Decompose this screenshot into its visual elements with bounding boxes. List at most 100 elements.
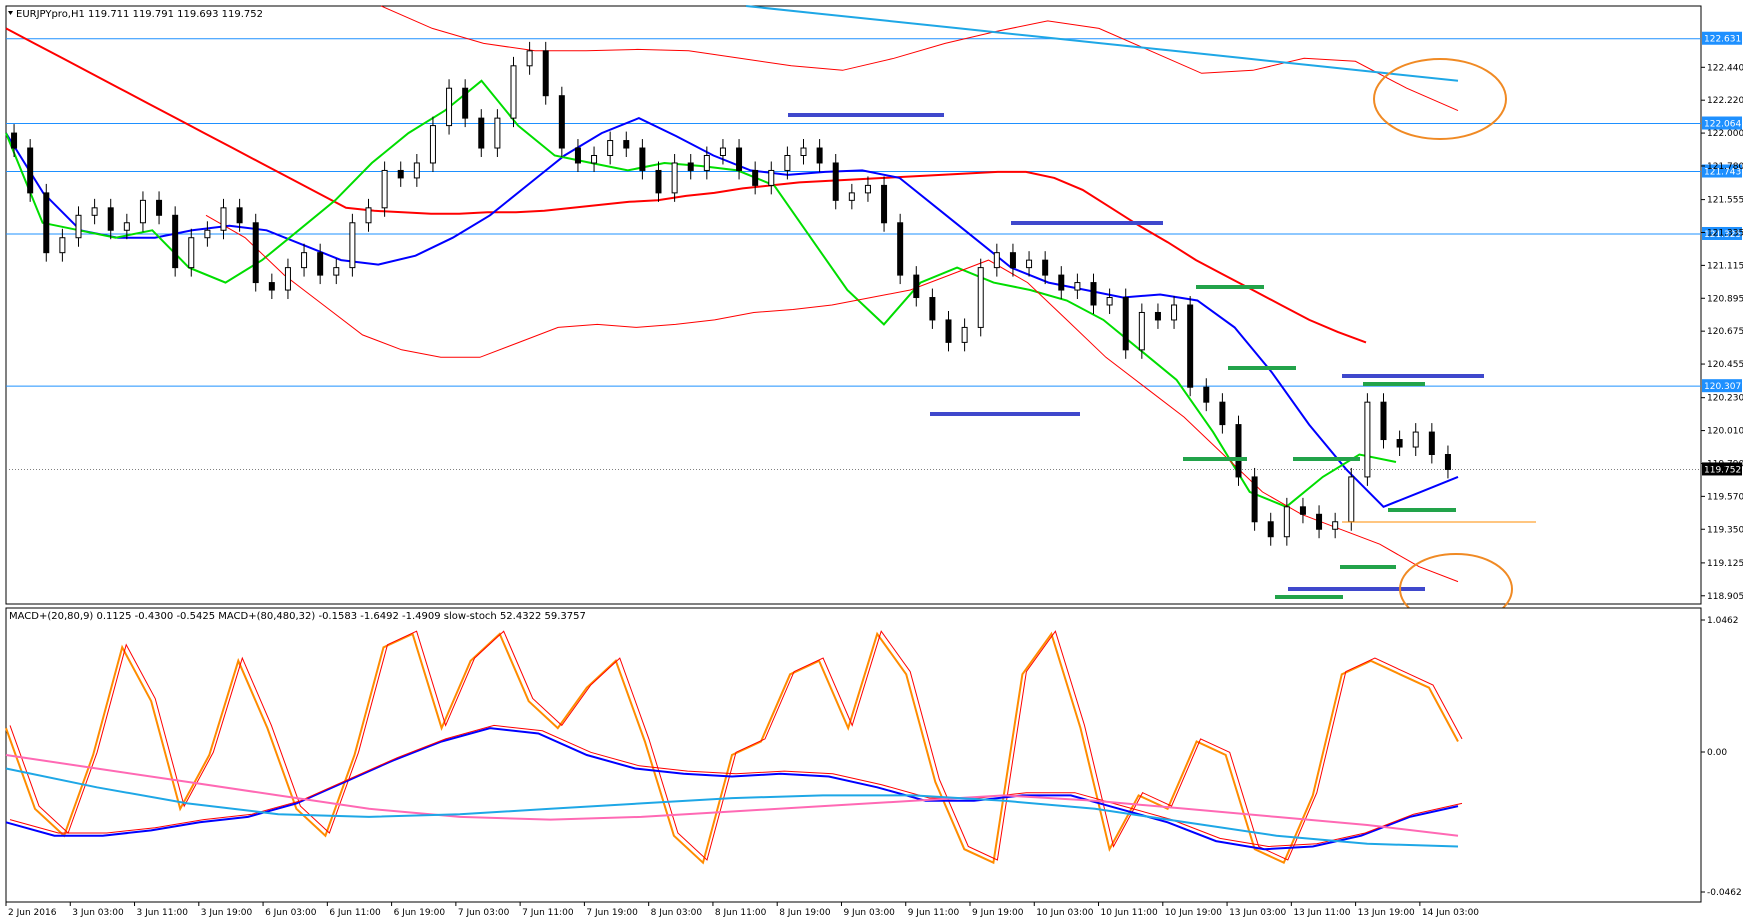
- candle: [75, 206, 82, 247]
- candle: [1219, 393, 1226, 434]
- price-axis: 122.440 122.220 122.000 121.780 121.555 121.3…: [1701, 63, 1743, 602]
- candle-body: [719, 147, 726, 156]
- time-tick-label: 13 Jun 19:00: [1358, 908, 1415, 918]
- candle-body: [429, 125, 436, 164]
- candle-body: [27, 147, 34, 194]
- level-label-bg-0: [1702, 31, 1742, 45]
- candle: [961, 318, 968, 352]
- indicator-line-0: [5, 631, 1459, 865]
- candle-body: [1138, 311, 1145, 351]
- candle: [11, 124, 18, 157]
- current-price-label: 119.752: [1704, 465, 1741, 475]
- candle: [913, 266, 920, 307]
- time-tick-label: 6 Jun 03:00: [265, 908, 317, 918]
- price-indicator-line-1: [5, 117, 1459, 508]
- price-tick-label: 120.675: [1707, 327, 1743, 337]
- candle: [719, 139, 726, 165]
- candle: [607, 131, 614, 165]
- candle-body: [333, 267, 340, 276]
- collapse-arrow-icon[interactable]: [8, 11, 13, 15]
- candle: [1299, 497, 1306, 524]
- candle: [1203, 378, 1210, 412]
- candle-body: [848, 192, 855, 201]
- candle-body: [59, 237, 66, 254]
- price-tick-label: 119.125: [1707, 559, 1743, 569]
- candle-body: [268, 282, 275, 291]
- time-tick-label: 7 Jun 11:00: [522, 908, 574, 918]
- candle-body: [832, 162, 839, 201]
- candle-body: [1348, 476, 1355, 523]
- candle-body: [1444, 454, 1451, 470]
- candle: [252, 213, 259, 292]
- indicator-line-1: [5, 727, 1459, 851]
- candle-body: [687, 162, 694, 171]
- candle: [139, 191, 146, 232]
- price-indicator-line-2: [5, 79, 1397, 508]
- candle: [574, 139, 581, 172]
- candle: [1058, 266, 1065, 300]
- candle: [736, 139, 743, 180]
- candle: [945, 310, 952, 352]
- time-tick-label: 2 Jun 2016: [8, 908, 57, 918]
- candle: [510, 56, 517, 128]
- price-indicator-line-4: [380, 5, 1459, 112]
- current-price-label-bg: [1702, 462, 1742, 476]
- candle-body: [1235, 424, 1242, 478]
- candle-body: [1299, 506, 1306, 515]
- candle-body: [1074, 282, 1081, 291]
- indicator-signal-line-1: [9, 724, 1463, 848]
- candle-body: [172, 214, 179, 269]
- candle: [752, 161, 759, 195]
- candle: [156, 191, 163, 225]
- candle: [897, 213, 904, 285]
- candle-body: [478, 117, 485, 149]
- highlight-circle-top[interactable]: [1373, 58, 1507, 140]
- candle-body: [816, 147, 823, 164]
- candle-body: [397, 169, 404, 179]
- candle: [1428, 423, 1435, 464]
- candle-body: [317, 252, 324, 276]
- candle: [977, 258, 984, 337]
- candle-body: [494, 117, 501, 149]
- candle: [317, 243, 324, 285]
- candle: [881, 176, 888, 232]
- candle-body: [462, 87, 469, 119]
- candle-body: [542, 50, 549, 97]
- candle-body: [365, 207, 372, 224]
- time-tick-label: 10 Jun 03:00: [1036, 908, 1093, 918]
- candle-body: [752, 169, 759, 186]
- level-label-bg-2: [1702, 164, 1742, 178]
- candle: [671, 154, 678, 202]
- level-label-bg-3: [1702, 226, 1742, 240]
- candle: [397, 161, 404, 187]
- price-tick-label: 122.440: [1707, 63, 1743, 73]
- candle-body: [188, 237, 195, 269]
- candle: [91, 198, 98, 225]
- candle-body: [1009, 252, 1016, 269]
- level-label-4: 120.307: [1704, 382, 1741, 392]
- candle: [333, 258, 340, 285]
- indicator-signal-line-0: [9, 630, 1463, 861]
- candle-body: [591, 155, 598, 164]
- candle: [413, 154, 420, 187]
- candle: [301, 243, 308, 277]
- price-tick-label: 120.230: [1707, 394, 1743, 404]
- candle-body: [123, 222, 130, 231]
- candle: [1316, 505, 1323, 539]
- candle: [768, 161, 775, 195]
- candle: [172, 206, 179, 277]
- candle: [1396, 430, 1403, 456]
- candle-body: [1283, 506, 1290, 538]
- time-tick-label: 7 Jun 19:00: [586, 908, 638, 918]
- price-panel-frame: [5, 5, 1702, 605]
- candle: [429, 116, 436, 172]
- candle: [993, 243, 1000, 277]
- candle: [1187, 296, 1194, 397]
- price-tick-label: 118.905: [1707, 592, 1743, 602]
- level-label-3: 121.325: [1704, 230, 1741, 240]
- indicator-tick-label: -0.0462: [1707, 888, 1742, 898]
- candle-body: [43, 192, 50, 254]
- candle: [123, 213, 130, 240]
- candle-body: [1042, 259, 1049, 276]
